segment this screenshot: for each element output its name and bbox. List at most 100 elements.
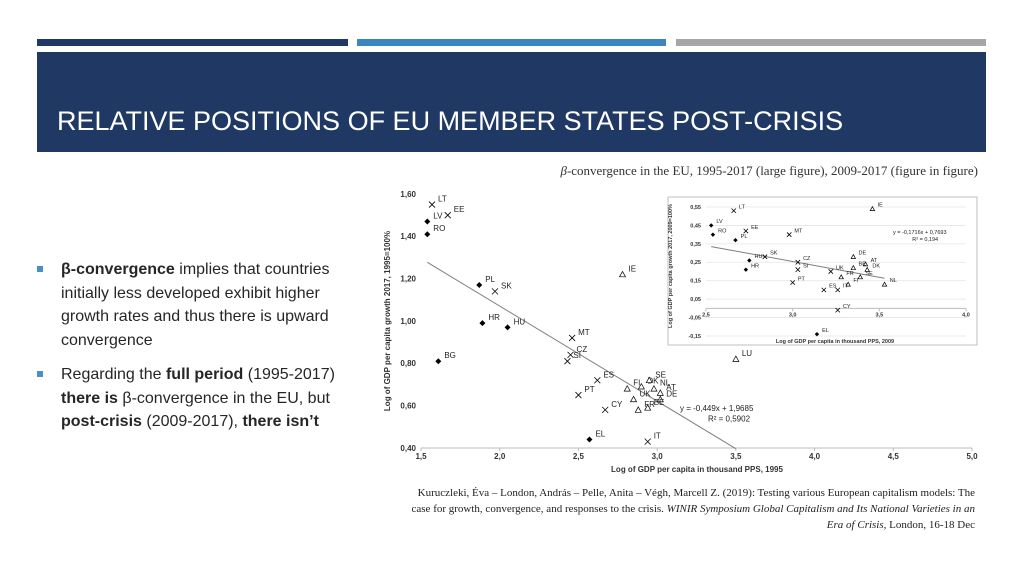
point xyxy=(828,269,834,274)
point-label: PT xyxy=(798,276,806,282)
point xyxy=(424,218,431,225)
point-label: BE xyxy=(654,398,665,407)
point xyxy=(762,254,768,260)
point xyxy=(733,237,738,243)
point-label: BG xyxy=(444,351,456,360)
bullet-run: Regarding the xyxy=(61,366,166,383)
y-tick-label: 1,20 xyxy=(400,274,416,283)
trend-equation: y = -0,449x + 1,9685 xyxy=(680,404,754,413)
accent-bar xyxy=(357,39,666,46)
bullet-run: implies that countries initially less de… xyxy=(61,261,330,349)
point xyxy=(601,406,609,414)
point-label: SK xyxy=(501,281,512,290)
point xyxy=(838,274,844,280)
point xyxy=(575,391,582,399)
point xyxy=(864,266,870,272)
point-label: IT xyxy=(654,432,661,441)
point-label: PT xyxy=(584,385,594,394)
point xyxy=(491,288,499,295)
y-tick-label: 0,80 xyxy=(400,359,416,368)
bullet-run: (1995-2017) xyxy=(243,366,335,383)
bullet-run: there isn’t xyxy=(242,413,319,430)
x-tick-label: 3,5 xyxy=(876,312,884,318)
x-tick-label: 4,5 xyxy=(888,452,900,461)
point xyxy=(821,287,827,293)
point xyxy=(835,287,841,293)
point-label: FI xyxy=(853,278,858,284)
point xyxy=(862,261,869,267)
point xyxy=(790,280,796,286)
trend-r-squared: R² = 0,5902 xyxy=(708,414,751,423)
point-label: CZ xyxy=(803,256,811,262)
point xyxy=(435,358,442,365)
point-label: HR xyxy=(488,313,500,322)
point-label: CY xyxy=(611,400,623,409)
bullet: β-convergence implies that countries ini… xyxy=(37,258,337,352)
y-tick-label: 1,60 xyxy=(400,190,416,199)
y-tick-label: 1,40 xyxy=(400,232,416,241)
citation-run: , London, 16-18 Dec xyxy=(883,519,975,531)
point-label: EE xyxy=(751,225,759,231)
point xyxy=(743,267,749,272)
y-axis-title: Log of GDP per capita growth 2017, 1995=… xyxy=(383,231,392,411)
point-label: IE xyxy=(629,264,637,273)
slide-title: RELATIVE POSITIONS OF EU MEMBER STATES P… xyxy=(57,106,843,136)
point-label: NL xyxy=(660,379,671,388)
bullet-list: β-convergence implies that countries ini… xyxy=(37,258,337,445)
bullet-run: there is xyxy=(61,389,118,407)
point xyxy=(623,385,631,392)
point xyxy=(637,382,645,390)
point-label: AT xyxy=(871,258,878,264)
y-axis-title: Log of GDP per capita growth 2017, 2009=… xyxy=(668,204,674,328)
point xyxy=(786,232,792,238)
point xyxy=(629,395,638,403)
citation-run: WINIR Symposium Global Capitalism and It… xyxy=(666,503,975,531)
point-label: PL xyxy=(485,275,495,284)
point xyxy=(586,436,593,443)
bullet: Regarding the full period (1995-2017) th… xyxy=(37,363,337,434)
x-tick-label: 4,0 xyxy=(809,452,821,461)
point-label: SK xyxy=(770,251,778,257)
caption-run: β xyxy=(560,163,567,178)
point-label: RO xyxy=(718,228,727,234)
y-tick-label: 0,45 xyxy=(690,223,701,229)
point-label: NL xyxy=(890,278,897,284)
point-label: RO xyxy=(433,224,445,233)
point-label: MT xyxy=(578,328,590,337)
point-label: HU xyxy=(514,317,526,326)
point-label: FR xyxy=(846,271,853,277)
x-tick-label: 4,0 xyxy=(962,312,970,318)
point xyxy=(656,389,664,396)
point-label: ES xyxy=(829,284,837,290)
trendline xyxy=(427,261,737,450)
bullet-run: β-convergence in the EU, but xyxy=(117,389,330,407)
point-label: SI xyxy=(573,351,581,360)
point-label: SE xyxy=(655,370,666,379)
point xyxy=(747,258,752,263)
point xyxy=(835,307,841,313)
point-label: DE xyxy=(666,389,677,398)
x-tick-label: 3,0 xyxy=(789,312,797,318)
point-label: FR xyxy=(644,400,655,409)
point xyxy=(644,438,651,445)
x-axis-title: Log of GDP per capita in thousand PPS, 1… xyxy=(611,465,783,474)
point-label: CZ xyxy=(577,345,588,354)
point-label: PL xyxy=(741,234,748,240)
point xyxy=(567,351,574,359)
point xyxy=(814,331,820,337)
x-tick-label: 5,0 xyxy=(966,452,978,461)
point xyxy=(428,201,436,208)
point-label: SE xyxy=(865,271,873,277)
point-label: UK xyxy=(640,389,652,398)
y-tick-label: 0,05 xyxy=(690,297,701,303)
point xyxy=(476,282,483,289)
point-label: UK xyxy=(836,265,844,271)
point xyxy=(564,357,571,365)
point xyxy=(795,267,801,273)
point-label: DK xyxy=(647,377,659,386)
x-axis-title: Log of GDP per capita in thousand PPS, 2… xyxy=(776,339,894,345)
caption-run: -convergence in the EU, 1995-2017 (large… xyxy=(566,163,978,178)
